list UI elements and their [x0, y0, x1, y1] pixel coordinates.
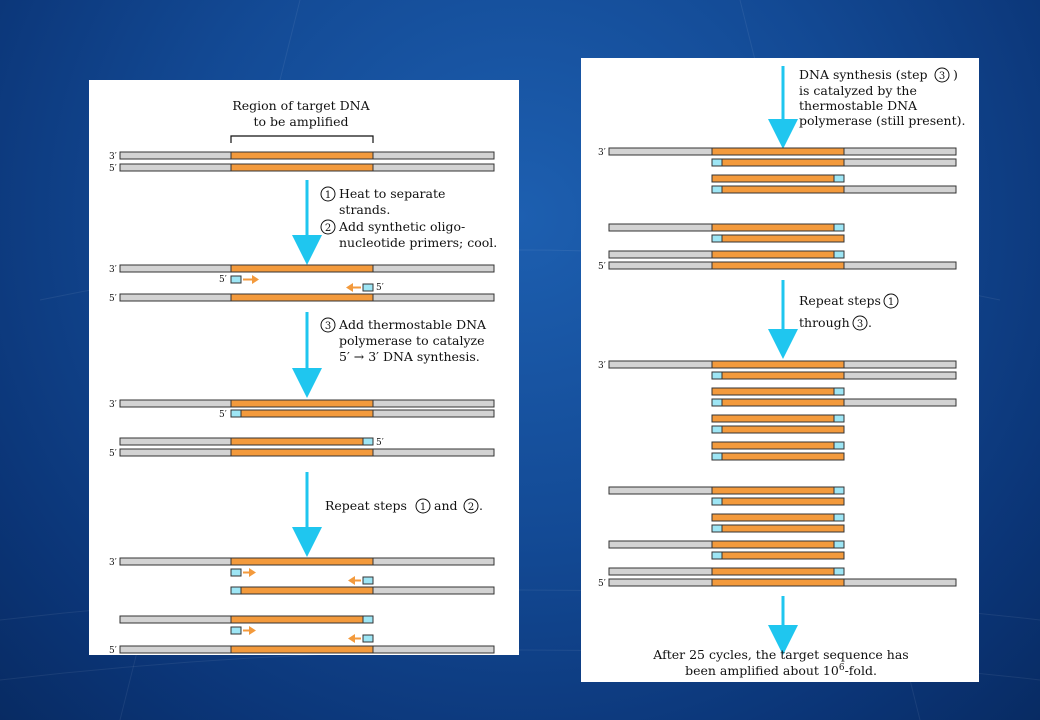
strands-cycle2-b — [119, 615, 495, 654]
dna-duplex-initial — [119, 151, 495, 172]
repeat-line2: through — [799, 315, 850, 330]
duplex-r1 — [608, 147, 957, 167]
dna-duplex-synth-2: 5′ — [119, 437, 495, 457]
step-2-number: 2 — [325, 223, 331, 234]
final-line2-suffix: -fold. — [845, 663, 877, 678]
final-result-label: After 25 cycles, the target sequence has… — [652, 647, 908, 678]
final-exponent: 6 — [839, 663, 845, 673]
step-1-number: 1 — [325, 190, 331, 201]
strands-cycle2-a — [119, 557, 495, 595]
primer-5prime-label: 5′ — [219, 275, 227, 285]
end-label-3prime: 3′ — [109, 558, 117, 568]
synth-line2: is catalyzed by the — [799, 83, 917, 98]
end-label-5prime: 5′ — [109, 646, 117, 655]
duplex-c3-2 — [711, 387, 957, 407]
repeat-prefix: Repeat steps — [325, 498, 407, 513]
synthesis-label: DNA synthesis (step 3 ) is catalyzed by … — [799, 67, 965, 128]
repeat-steps-label: Repeat steps 1 and 2 . — [325, 498, 483, 514]
primer-5prime-label: 5′ — [376, 438, 384, 448]
end-label-5prime: 5′ — [109, 164, 117, 174]
end-label-5prime: 5′ — [109, 294, 117, 304]
strand-bottom-with-primer: 5′ — [119, 283, 495, 302]
final-line1: After 25 cycles, the target sequence has — [652, 647, 908, 662]
repeat-num-1: 1 — [420, 502, 426, 513]
step-1-text: Heat to separate — [339, 186, 445, 201]
end-label-3prime: 3′ — [109, 152, 117, 162]
end-label-3prime: 3′ — [598, 361, 606, 371]
final-line2-prefix: been amplified about 10 — [685, 663, 839, 678]
end-label-3prime: 3′ — [109, 400, 117, 410]
primer-5prime-label: 5′ — [376, 283, 384, 293]
duplex-c3-4 — [711, 441, 845, 461]
end-label-5prime: 5′ — [598, 579, 606, 589]
repeat-through-num-1: 1 — [888, 297, 894, 308]
region-label-line1: Region of target DNA — [232, 98, 370, 113]
step-1-text2: strands. — [339, 202, 390, 217]
repeat-through-num-2: 3 — [857, 319, 863, 330]
end-label-3prime: 3′ — [109, 265, 117, 275]
region-bracket — [230, 135, 374, 143]
duplex-r4 — [608, 250, 957, 270]
step-2-text: Add synthetic oligo- — [338, 219, 465, 234]
duplex-c3-5 — [608, 486, 845, 506]
end-label-5prime: 5′ — [109, 449, 117, 459]
dna-duplex-synth-1: 5′ — [119, 399, 495, 420]
end-label-3prime: 3′ — [598, 148, 606, 158]
step-3-text2: polymerase to catalyze — [339, 333, 485, 348]
step-3-number: 3 — [325, 321, 331, 332]
synth-line1-suffix: ) — [953, 67, 958, 82]
repeat-through-label: Repeat steps 1 through 3 . — [799, 293, 899, 331]
pcr-left-diagram: Region of target DNA to be amplified 3′ … — [109, 98, 497, 655]
end-label-5prime: 5′ — [598, 262, 606, 272]
repeat-through-suffix: . — [868, 315, 872, 330]
repeat-line1: Repeat steps — [799, 293, 881, 308]
duplex-c3-6 — [711, 513, 845, 533]
duplex-c3-8 — [608, 567, 957, 587]
duplex-c3-7 — [608, 540, 845, 560]
duplex-c3-3 — [711, 414, 845, 434]
region-label-line2: to be amplified — [254, 114, 349, 129]
strand-top-with-primer: 5′ — [119, 264, 495, 285]
duplex-r3 — [608, 223, 845, 243]
step-2-text2: nucleotide primers; cool. — [339, 235, 497, 250]
duplex-r2 — [711, 174, 957, 194]
synth-line4: polymerase (still present). — [799, 113, 965, 128]
synth-line1-prefix: DNA synthesis (step — [799, 67, 927, 82]
duplex-c3-1 — [608, 360, 957, 380]
final-line2: been amplified about 106-fold. — [685, 663, 877, 678]
synth-line3: thermostable DNA — [799, 98, 918, 113]
step-3-label: 3 Add thermostable DNA polymerase to cat… — [320, 317, 487, 364]
pcr-right-diagram: DNA synthesis (step 3 ) is catalyzed by … — [598, 66, 965, 678]
step-3-text: Add thermostable DNA — [338, 317, 487, 332]
step-3-text3: 5′ → 3′ DNA synthesis. — [339, 349, 480, 364]
repeat-and: and — [434, 498, 458, 513]
primer-5prime-label: 5′ — [219, 410, 227, 420]
step-1-label: 1 Heat to separate strands. 2 Add synthe… — [320, 186, 497, 250]
repeat-num-2: 2 — [468, 502, 474, 513]
synth-step-number: 3 — [939, 71, 945, 82]
repeat-suffix: . — [479, 498, 483, 513]
pcr-panel-right: DNA synthesis (step 3 ) is catalyzed by … — [581, 58, 979, 682]
pcr-panel-left: Region of target DNA to be amplified 3′ … — [89, 80, 519, 655]
